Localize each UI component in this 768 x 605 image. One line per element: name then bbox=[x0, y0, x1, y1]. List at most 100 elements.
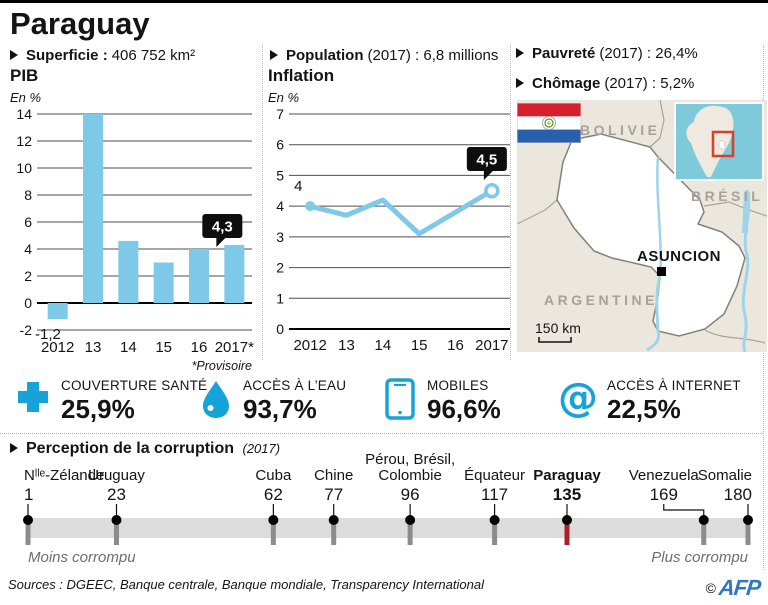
bullet-icon bbox=[10, 50, 18, 60]
paraguay-river-south bbox=[646, 275, 662, 352]
x-tick-label: 16 bbox=[447, 337, 464, 354]
map-border-line bbox=[649, 100, 665, 148]
y-tick-label: 12 bbox=[16, 133, 32, 149]
rank-tick bbox=[25, 521, 31, 545]
x-tick-label: 13 bbox=[338, 337, 355, 354]
bar bbox=[47, 303, 68, 320]
callout-pointer bbox=[483, 170, 494, 180]
stat-label: Population bbox=[286, 47, 364, 64]
rank-dot bbox=[111, 515, 122, 525]
y-tick-label: 7 bbox=[276, 108, 284, 122]
rank-number: 180 bbox=[724, 485, 752, 504]
y-tick-label: 10 bbox=[16, 160, 32, 176]
rank-dot bbox=[698, 515, 709, 525]
last-value-label: 4,5 bbox=[476, 152, 497, 169]
rank-tick bbox=[113, 521, 119, 545]
country-label: Colombie bbox=[378, 467, 441, 484]
stat-label: Superficie : bbox=[26, 47, 108, 64]
map-scale-bar bbox=[538, 337, 572, 343]
indicator-label: ACCÈS À L’EAU bbox=[243, 378, 347, 393]
map-label-bolivia: BOLIVIE bbox=[580, 122, 661, 138]
stat-value: (2017) : 5,2% bbox=[604, 75, 695, 92]
stat-population: Population (2017) : 6,8 millions bbox=[270, 47, 498, 64]
stat-chomage: Chômage (2017) : 5,2% bbox=[516, 75, 694, 92]
corruption-year-note: (2017) bbox=[242, 441, 281, 456]
first-value-label: -1,2 bbox=[35, 326, 61, 343]
rank-dot bbox=[489, 515, 500, 525]
health-cross-icon bbox=[18, 382, 48, 412]
inflation-unit-label: En % bbox=[268, 90, 300, 105]
rank-number: 1 bbox=[24, 485, 33, 504]
inset-continent bbox=[686, 105, 734, 177]
bullet-icon bbox=[516, 48, 524, 58]
stat-value: 406 752 km² bbox=[111, 47, 196, 64]
x-tick-label: 2012 bbox=[293, 337, 326, 354]
rank-tick bbox=[331, 521, 337, 545]
rank-dot bbox=[743, 515, 753, 525]
x-tick-label: 16 bbox=[191, 339, 208, 356]
indicator-label: COUVERTURE SANTÉ bbox=[61, 378, 208, 393]
column-divider bbox=[262, 45, 263, 360]
rank-tick bbox=[270, 521, 276, 545]
rank-tick bbox=[564, 521, 570, 545]
indicator-value: 93,7% bbox=[243, 394, 317, 424]
scale-right-label: Plus corrompu bbox=[651, 549, 748, 566]
x-tick-label: 2012 bbox=[41, 339, 74, 356]
map-scale-label: 150 km bbox=[535, 320, 581, 336]
mobile-phone-icon bbox=[385, 378, 415, 420]
inset-paraguay bbox=[718, 140, 726, 150]
callout-pointer bbox=[216, 237, 227, 247]
chart-footnote: *Provisoire bbox=[192, 359, 252, 373]
corruption-title-text: Perception de la corruption bbox=[26, 440, 235, 457]
stat-pauvrete: Pauvreté (2017) : 26,4% bbox=[516, 45, 698, 62]
bullet-icon bbox=[10, 443, 18, 453]
flag-emblem-star bbox=[547, 121, 551, 125]
country-label: Uruguay bbox=[88, 467, 145, 484]
rank-number: 62 bbox=[264, 485, 283, 504]
credit: © AFP bbox=[706, 575, 762, 601]
value-callout-box bbox=[466, 147, 507, 171]
indicator-label: MOBILES bbox=[427, 378, 489, 393]
first-value-label: 4 bbox=[294, 178, 302, 195]
x-tick-label: 15 bbox=[155, 339, 172, 356]
rank-dot bbox=[23, 515, 33, 525]
map-border-line bbox=[704, 329, 766, 344]
value-callout-box bbox=[202, 214, 243, 238]
stat-label: Pauvreté bbox=[532, 45, 596, 62]
rank-tick bbox=[745, 521, 751, 545]
paraguay-river bbox=[656, 156, 662, 277]
capital-marker bbox=[657, 267, 666, 276]
scale-band bbox=[28, 518, 748, 538]
x-tick-label: 2017 bbox=[475, 337, 508, 354]
indicator-water: ACCÈS À L’EAU 93,7% bbox=[198, 378, 346, 425]
x-tick-label: 2017* bbox=[215, 339, 254, 356]
y-tick-label: 1 bbox=[276, 290, 284, 306]
last-point-marker bbox=[484, 183, 500, 199]
first-point-marker bbox=[305, 201, 316, 212]
y-tick-label: 2 bbox=[24, 268, 32, 284]
y-tick-label: 2 bbox=[276, 260, 284, 276]
indicator-internet: @ ACCÈS À INTERNET 22,5% bbox=[558, 378, 741, 425]
country-label: Paraguay bbox=[533, 467, 601, 484]
bullet-icon bbox=[516, 78, 524, 88]
x-tick-label: 15 bbox=[411, 337, 428, 354]
rank-dot bbox=[561, 515, 572, 525]
rank-number: 117 bbox=[481, 485, 508, 504]
indicator-label: ACCÈS À INTERNET bbox=[607, 378, 741, 393]
bar bbox=[118, 240, 139, 303]
y-tick-label: 0 bbox=[276, 321, 284, 337]
y-tick-label: -2 bbox=[20, 322, 33, 338]
top-border-bar bbox=[0, 0, 768, 3]
y-tick-label: 4 bbox=[24, 241, 32, 257]
scale-left-label: Moins corrompu bbox=[28, 549, 136, 566]
y-tick-label: 6 bbox=[24, 214, 32, 230]
country-label: Pérou, Brésil, bbox=[365, 451, 455, 468]
rank-number: 169 bbox=[650, 485, 678, 504]
y-tick-label: 4 bbox=[276, 198, 284, 214]
south-america-inset bbox=[674, 102, 764, 181]
rank-tick bbox=[407, 521, 413, 545]
bullet-icon bbox=[270, 50, 278, 60]
